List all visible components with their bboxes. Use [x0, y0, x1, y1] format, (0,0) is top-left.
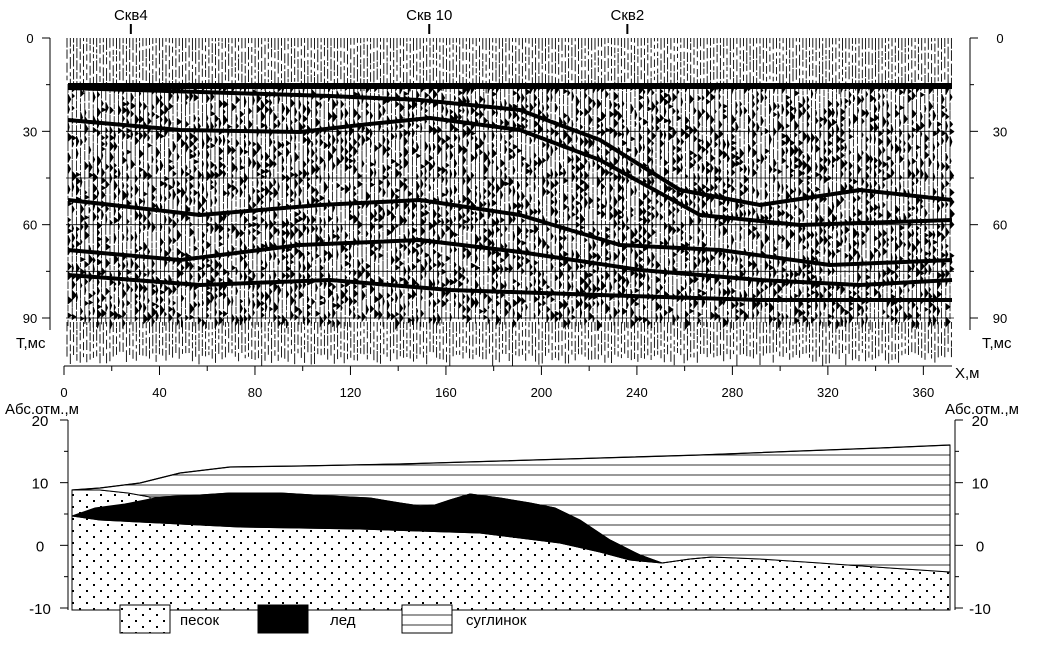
wiggle-texture: [67, 82, 955, 332]
x-tick-label: 200: [531, 385, 553, 400]
section-tick-label: -10: [969, 601, 991, 618]
legend-sand-swatch: [119, 604, 171, 634]
x-tick-label: 280: [722, 385, 744, 400]
section-y-label-left: Абс.отм.,м: [5, 401, 79, 418]
legend-loam-label: суглинок: [466, 612, 527, 629]
time-tick-label: 30: [23, 124, 37, 139]
well-label: Скв4: [114, 7, 148, 24]
section-tick-label: -10: [29, 601, 51, 618]
x-tick-label: 320: [817, 385, 839, 400]
time-tick-label: 0: [26, 31, 33, 46]
seismic-wiggles: [67, 82, 955, 332]
legend-loam-swatch: [401, 604, 453, 634]
trace-lines: [66, 38, 952, 367]
seismic-right-ticks: 0 30 60 90: [970, 31, 1007, 326]
x-tick-label: 160: [435, 385, 457, 400]
time-tick-label: 60: [23, 218, 37, 233]
legend: песок лед суглинок: [119, 604, 527, 634]
seismic-left-ticks: 0 30 60 90: [23, 31, 50, 326]
time-tick-label: 30: [993, 124, 1007, 139]
section-left-ticks: 20 10 0 -10: [29, 413, 68, 618]
x-axis-ticks: 0 40 80 120 160 200 240 280 320 360: [60, 366, 934, 400]
x-tick-label: 0: [60, 385, 67, 400]
seismic-panel: 0 30 60 90 0 30 60 90 Т,мс Т,мс Скв4 Скв 10 Скв2…: [16, 7, 1012, 400]
geologic-section: Абс.отм.,м Абс.отм.,м 20 10 0 -10 20 10 0 -10: [5, 401, 1019, 618]
well-label: Скв2: [610, 7, 644, 24]
section-y-label-right: Абс.отм.,м: [945, 401, 1019, 418]
time-tick-label: 90: [23, 311, 37, 326]
x-tick-label: 240: [626, 385, 648, 400]
x-tick-label: 40: [152, 385, 166, 400]
x-tick-label: 120: [340, 385, 362, 400]
ground-surface: [71, 444, 951, 491]
section-tick-label: 20: [972, 413, 989, 430]
section-tick-label: 10: [32, 476, 49, 493]
section-tick-label: 0: [36, 538, 44, 555]
reflection-event: [67, 238, 953, 287]
time-tick-label: 0: [996, 31, 1003, 46]
legend-ice-label: лед: [330, 612, 356, 629]
seismic-y-label-right: Т,мс: [982, 335, 1012, 352]
section-tick-label: 0: [976, 538, 984, 555]
well-markers: Скв4 Скв 10 Скв2: [114, 7, 644, 34]
time-tick-label: 90: [993, 311, 1007, 326]
section-right-ticks: 20 10 0 -10: [955, 413, 991, 618]
x-tick-label: 360: [913, 385, 935, 400]
section-tick-label: 20: [32, 413, 49, 430]
well-label: Скв 10: [406, 7, 452, 24]
time-tick-label: 60: [993, 218, 1007, 233]
seismic-traces: [66, 38, 952, 367]
legend-sand-label: песок: [180, 612, 219, 629]
x-tick-label: 80: [248, 385, 262, 400]
legend-ice-swatch: [257, 604, 309, 634]
seismic-y-label-left: Т,мс: [16, 335, 46, 352]
ice-layer: [71, 492, 713, 564]
x-axis-label: Х,м: [955, 365, 980, 382]
seismic-time-lines: [66, 130, 954, 319]
section-tick-label: 10: [972, 476, 989, 493]
